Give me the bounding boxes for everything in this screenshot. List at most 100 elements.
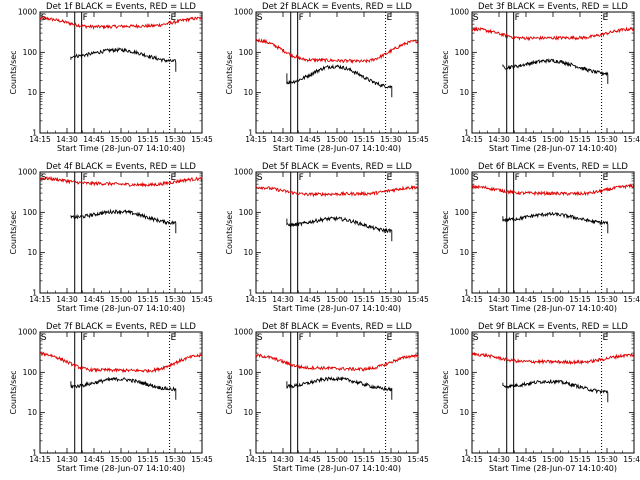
flag-letter: F [83,333,88,343]
flag-letter: S [257,173,263,183]
y-tick-label: 1000 [18,328,37,337]
lld-series-line [39,16,203,31]
panel-title: Det 8f BLACK = Events, RED = LLD [262,322,412,332]
panel-title: Det 3f BLACK = Events, RED = LLD [478,2,628,12]
y-tick-label: 1000 [234,328,253,337]
x-tick-label: 14:45 [515,295,537,304]
lld-series-line [256,184,419,198]
y-tick-label: 1000 [450,328,469,337]
y-tick-label: 100 [455,208,470,217]
y-tick-label: 10 [27,248,37,257]
lld-series-line [40,351,203,374]
y-tick-label: 1 [248,289,253,298]
detector-panel: Det 9f BLACK = Events, RED = LLD 1 10 100 10… [441,322,640,473]
plot-frame [471,11,635,134]
x-tick-label: 15:45 [623,455,640,464]
x-tick-label: 15:30 [596,295,618,304]
y-tick-label: 1000 [18,8,37,17]
panel-title: Det 4f BLACK = Events, RED = LLD [46,162,196,172]
x-axis-label: Start Time (28-Jun-07 14:10:40) [273,464,401,473]
y-axis-label: Counts/sec [225,370,234,414]
x-tick-label: 15:45 [623,295,640,304]
panel-title: Det 2f BLACK = Events, RED = LLD [262,2,412,12]
y-axis-label: Counts/sec [9,210,18,254]
flag-letter: E [171,13,177,23]
x-tick-label: 15:00 [542,455,564,464]
flag-letter: E [387,13,393,23]
flag-letter: S [41,173,47,183]
x-tick-label: 14:15 [461,135,483,144]
x-tick-label: 14:15 [29,455,51,464]
plot-frame [39,331,203,454]
events-series-line [502,57,609,84]
x-tick-label: 14:30 [272,295,294,304]
x-tick-label: 15:15 [353,455,375,464]
panel-title: Det 7f BLACK = Events, RED = LLD [46,322,196,332]
y-tick-label: 1 [32,129,37,138]
y-tick-label: 10 [243,408,253,417]
y-tick-label: 10 [459,248,469,257]
x-tick-label: 15:45 [191,135,213,144]
lld-series-line [39,175,203,188]
x-tick-label: 14:30 [272,135,294,144]
x-tick-label: 14:15 [245,455,267,464]
y-tick-label: 1000 [234,168,253,177]
events-series-line [70,376,177,400]
detector-panel: Det 3f BLACK = Events, RED = LLD 1 10 100 10… [441,2,640,153]
panel-title: Det 5f BLACK = Events, RED = LLD [262,162,412,172]
y-axis-label: Counts/sec [9,370,18,414]
x-tick-label: 14:45 [515,455,537,464]
x-tick-label: 15:00 [326,295,348,304]
y-tick-label: 10 [243,248,253,257]
flag-letter: S [473,173,479,183]
events-series-line [286,375,393,400]
flag-letter: E [387,333,393,343]
plot-frame [39,11,203,134]
lld-series-line [471,183,634,197]
y-tick-label: 100 [455,48,470,57]
x-tick-label: 15:30 [164,295,186,304]
y-axis-label: Counts/sec [225,210,234,254]
plot-frame [39,171,203,294]
flag-letter: S [257,13,263,23]
y-tick-label: 1 [464,129,469,138]
flag-letter: E [387,173,393,183]
x-tick-label: 15:30 [380,295,402,304]
y-tick-label: 1000 [450,168,469,177]
events-series-line [502,379,609,403]
x-axis-label: Start Time (28-Jun-07 14:10:40) [273,144,401,153]
y-tick-label: 1000 [450,8,469,17]
flag-letter: F [83,173,88,183]
lld-series-line [255,37,419,65]
detector-panel: Det 6f BLACK = Events, RED = LLD 1 10 100 10… [441,162,640,313]
x-tick-label: 15:15 [569,455,591,464]
flag-letter: F [515,13,520,23]
y-axis-label: Counts/sec [441,210,450,254]
y-tick-label: 10 [27,88,37,97]
x-tick-label: 15:00 [326,455,348,464]
y-tick-label: 10 [459,408,469,417]
x-axis-label: Start Time (28-Jun-07 14:10:40) [489,464,617,473]
x-tick-label: 14:15 [245,135,267,144]
flag-letter: F [83,13,88,23]
detector-panel: Det 2f BLACK = Events, RED = LLD 1 10 100 10… [225,2,429,153]
events-series-line [70,208,177,234]
flag-letter: S [41,333,47,343]
y-tick-label: 1000 [234,8,253,17]
y-tick-label: 100 [239,368,254,377]
y-axis-label: Counts/sec [441,50,450,94]
x-tick-label: 15:00 [542,135,564,144]
x-tick-label: 15:00 [110,295,132,304]
x-tick-label: 14:30 [488,135,510,144]
flag-letter: E [603,173,609,183]
x-tick-label: 14:45 [299,295,321,304]
x-tick-label: 15:45 [407,295,429,304]
flag-letter: S [257,333,263,343]
flag-letter: S [473,333,479,343]
x-tick-label: 15:15 [137,455,159,464]
x-tick-label: 15:15 [353,295,375,304]
plot-frame [471,331,635,454]
x-tick-label: 14:30 [488,295,510,304]
x-tick-label: 14:15 [29,295,51,304]
